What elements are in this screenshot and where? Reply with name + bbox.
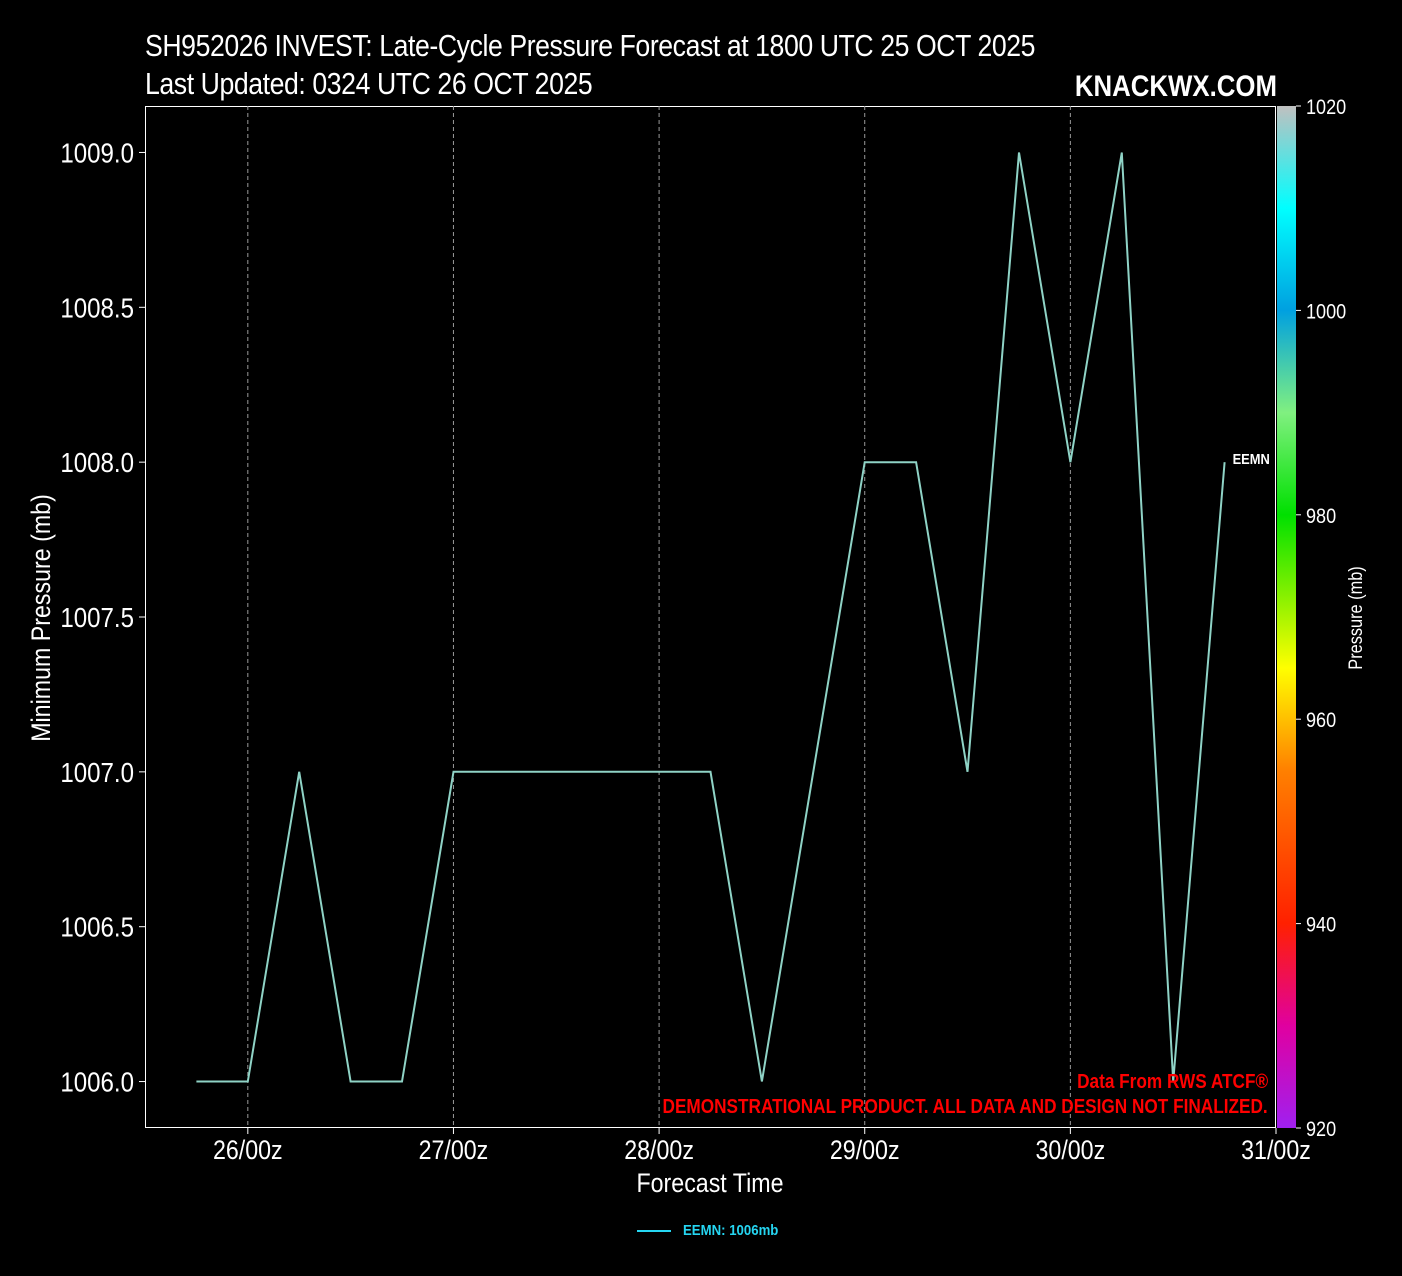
x-tick-label: 30/00z: [1036, 1135, 1106, 1165]
legend: EEMN: 1006mb: [637, 1222, 791, 1239]
legend-label: EEMN: 1006mb: [683, 1222, 779, 1239]
series-layer: EEMN: [196, 152, 1270, 1083]
colorbar-label: Pressure (mb): [1345, 566, 1366, 669]
colorbar: 920 940 960 980 1000 1020: [1277, 96, 1346, 1142]
disclaimer-note: DEMONSTRATIONAL PRODUCT. ALL DATA AND DE…: [662, 1096, 1268, 1118]
x-gridlines: [247, 106, 1071, 1128]
y-tick-label: 1008.5: [60, 292, 134, 324]
x-axis: 26/00z 27/00z 28/00z 29/00z 30/00z 31/00z: [213, 1128, 1311, 1165]
colorbar-tick-label: 960: [1306, 709, 1336, 733]
colorbar-tick-label: 980: [1306, 505, 1336, 529]
colorbar-tick-label: 940: [1306, 913, 1336, 937]
x-tick-label: 29/00z: [830, 1135, 900, 1165]
y-tick-label: 1007.5: [60, 601, 134, 633]
y-tick-label: 1009.0: [60, 137, 134, 169]
x-axis-label: Forecast Time: [636, 1168, 783, 1198]
y-axis: 1006.0 1006.5 1007.0 1007.5 1008.0 1008.5 1009…: [60, 137, 145, 1098]
x-tick-label: 26/00z: [213, 1135, 283, 1165]
x-tick-label: 27/00z: [419, 1135, 489, 1165]
brand-logo-text: KNACKWX.COM: [1074, 70, 1277, 103]
series-line-eemn: [196, 152, 1226, 1083]
y-tick-label: 1008.0: [60, 446, 134, 478]
chart-subtitle: Last Updated: 0324 UTC 26 OCT 2025: [145, 66, 593, 101]
data-source-note: Data From RWS ATCF®: [1076, 1071, 1268, 1093]
y-tick-label: 1006.5: [60, 911, 134, 943]
y-axis-label: Minimum Pressure (mb): [26, 494, 56, 742]
chart-title: SH952026 INVEST: Late-Cycle Pressure For…: [145, 28, 1036, 63]
y-tick-label: 1006.0: [60, 1066, 134, 1098]
colorbar-gradient: [1277, 106, 1296, 1128]
x-tick-label: 28/00z: [624, 1135, 694, 1165]
colorbar-tick-label: 920: [1306, 1118, 1336, 1142]
legend-swatch: [637, 1229, 671, 1232]
colorbar-tick-label: 1020: [1306, 96, 1346, 120]
plot-area: [145, 106, 1276, 1128]
y-tick-label: 1007.0: [60, 756, 134, 788]
colorbar-tick-label: 1000: [1306, 300, 1346, 324]
series-end-label: EEMN: [1233, 450, 1270, 467]
x-tick-label: 31/00z: [1241, 1135, 1311, 1165]
